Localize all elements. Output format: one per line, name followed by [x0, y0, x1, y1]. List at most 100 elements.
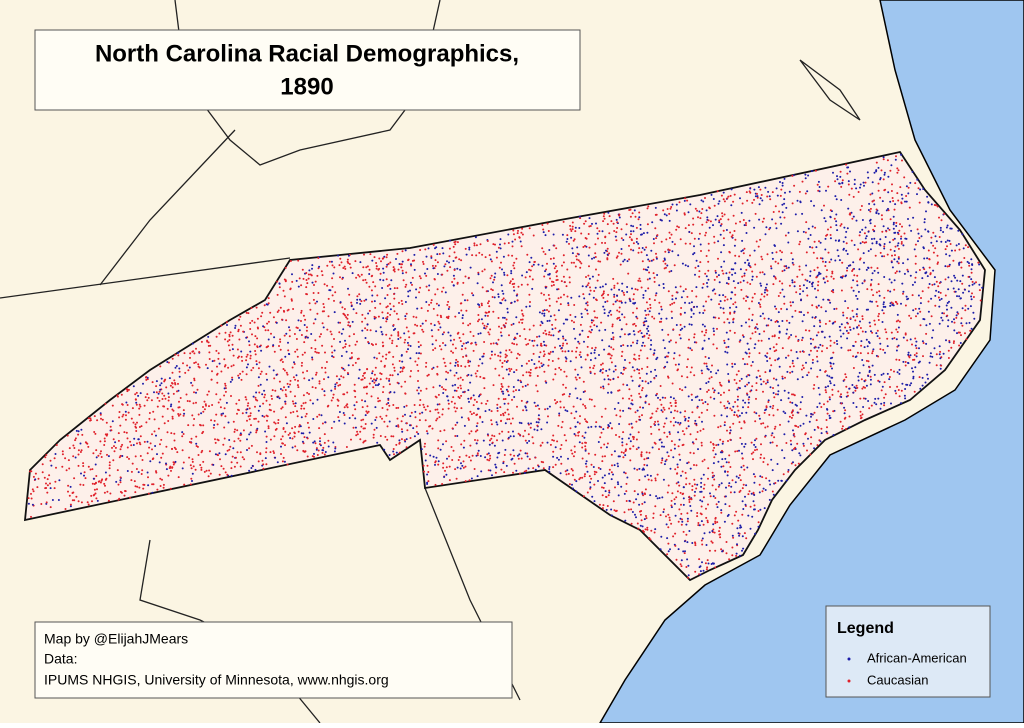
population-dot [753, 443, 756, 446]
population-dot [675, 203, 678, 206]
population-dot [515, 343, 518, 346]
population-dot [282, 368, 285, 370]
population-dot [871, 200, 874, 203]
population-dot [875, 403, 878, 406]
population-dot [663, 422, 666, 425]
population-dot [892, 223, 895, 226]
population-dot [489, 454, 492, 457]
population-dot [209, 344, 212, 347]
population-dot [594, 346, 597, 349]
population-dot [421, 322, 424, 325]
population-dot [160, 456, 163, 459]
population-dot [206, 393, 209, 396]
population-dot [188, 366, 191, 369]
population-dot [608, 472, 611, 475]
population-dot [696, 483, 699, 486]
population-dot [481, 270, 484, 273]
population-dot [343, 393, 346, 396]
population-dot [979, 299, 982, 302]
population-dot [925, 324, 928, 327]
population-dot [67, 484, 70, 487]
population-dot [551, 360, 554, 362]
population-dot [554, 346, 556, 349]
population-dot [900, 402, 902, 405]
population-dot [181, 431, 184, 434]
population-dot [585, 460, 588, 463]
population-dot [967, 246, 970, 249]
population-dot [146, 376, 149, 379]
population-dot [453, 338, 456, 341]
population-dot [601, 339, 604, 342]
population-dot [741, 513, 744, 516]
population-dot [284, 266, 287, 269]
population-dot [280, 407, 283, 410]
population-dot [419, 344, 422, 347]
population-dot [305, 279, 308, 281]
population-dot [148, 412, 151, 414]
population-dot [791, 401, 794, 404]
population-dot [661, 457, 664, 460]
population-dot [915, 352, 918, 355]
population-dot [311, 358, 314, 361]
population-dot [725, 229, 728, 231]
population-dot [594, 252, 597, 255]
population-dot [687, 346, 690, 349]
population-dot [499, 238, 502, 241]
population-dot [575, 378, 578, 381]
population-dot [677, 363, 680, 366]
population-dot [554, 446, 557, 449]
population-dot [736, 388, 739, 391]
population-dot [874, 323, 877, 326]
population-dot [701, 537, 704, 540]
population-dot [474, 236, 477, 239]
population-dot [460, 309, 463, 312]
population-dot [284, 402, 287, 405]
population-dot [479, 416, 482, 419]
population-dot [383, 420, 386, 423]
population-dot [654, 505, 657, 508]
population-dot [428, 303, 431, 306]
population-dot [684, 410, 687, 413]
population-dot [290, 299, 293, 302]
population-dot [546, 222, 549, 225]
population-dot [231, 455, 234, 458]
population-dot [189, 483, 192, 486]
population-dot [675, 341, 677, 344]
population-dot [406, 341, 409, 344]
population-dot [751, 361, 754, 363]
population-dot [568, 483, 571, 486]
population-dot [882, 301, 885, 304]
population-dot [574, 265, 577, 268]
population-dot [699, 388, 702, 390]
population-dot [267, 425, 270, 428]
population-dot [400, 420, 403, 423]
population-dot [530, 359, 533, 361]
population-dot [795, 425, 798, 428]
population-dot [309, 308, 312, 311]
population-dot [681, 327, 684, 330]
population-dot [384, 297, 387, 300]
population-dot [727, 195, 730, 198]
population-dot [146, 399, 149, 402]
population-dot [155, 471, 158, 474]
population-dot [907, 218, 909, 220]
population-dot [467, 361, 470, 364]
population-dot [945, 253, 948, 256]
population-dot [330, 399, 333, 402]
population-dot [557, 424, 560, 427]
population-dot [130, 479, 133, 482]
population-dot [454, 435, 457, 437]
population-dot [917, 232, 920, 235]
population-dot [552, 455, 555, 458]
population-dot [650, 259, 653, 262]
population-dot [267, 338, 270, 341]
population-dot [279, 338, 282, 341]
population-dot [648, 298, 651, 300]
population-dot [442, 388, 445, 391]
population-dot [598, 354, 600, 356]
population-dot [502, 297, 505, 300]
population-dot [296, 355, 299, 358]
population-dot [61, 453, 64, 456]
population-dot [128, 457, 130, 460]
population-dot [505, 464, 508, 467]
